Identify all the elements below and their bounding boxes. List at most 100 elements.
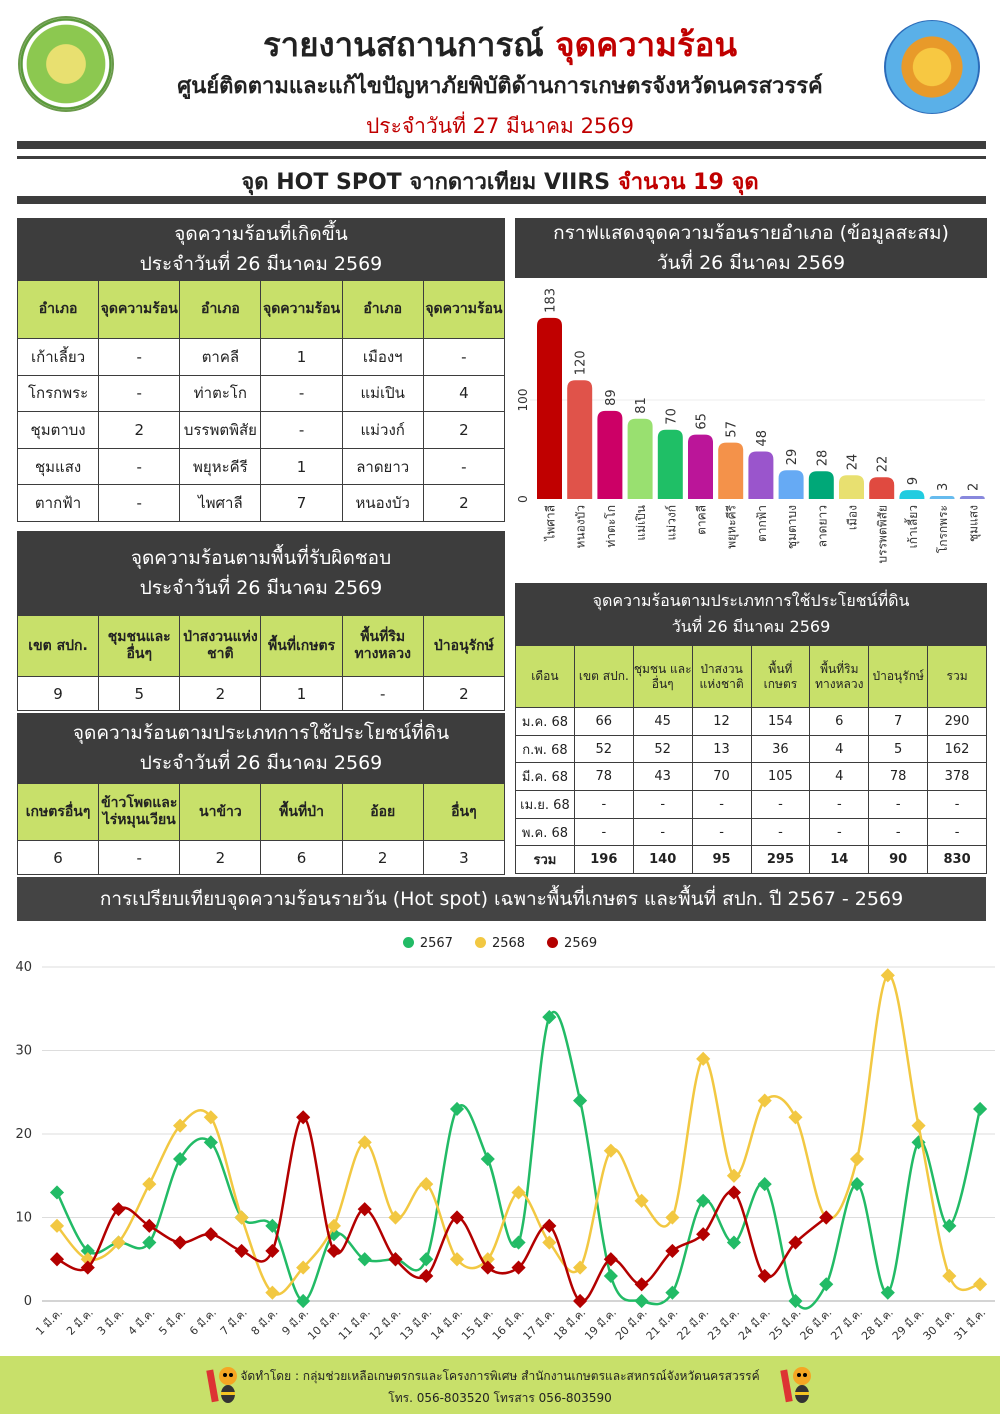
bar bbox=[718, 442, 744, 499]
table-cell: โกรกพระ bbox=[16, 374, 100, 413]
table-cell: 2 bbox=[422, 411, 506, 449]
column-header: ข้าวโพดและไร่หมุนเวียน bbox=[98, 783, 181, 841]
x-tick-label: 11 มี.ค. bbox=[336, 1306, 373, 1343]
table-cell: 78 bbox=[573, 762, 634, 792]
table-cell: ชุมตาบง bbox=[16, 411, 100, 449]
table-cell: 140 bbox=[632, 845, 693, 875]
table4-date: วันที่ 26 มีนาคม 2569 bbox=[671, 617, 831, 636]
legend-item[interactable]: 2568 bbox=[474, 936, 526, 951]
table-row: ชุมตาบง 2 บรรพตพิสัย - แม่วงก์ 2 bbox=[16, 411, 506, 449]
table-cell: พยุหะคีรี bbox=[179, 447, 262, 486]
legend-item[interactable]: 2567 bbox=[402, 936, 453, 951]
table-row: โกรกพระ - ท่าตะโก - แม่เปิน 4 bbox=[16, 374, 506, 413]
column-header: ชุมชนและอื่นๆ bbox=[98, 615, 181, 677]
column-header: ป่าสงวน แห่งชาติ bbox=[691, 645, 752, 708]
table-cell: 830 bbox=[927, 845, 987, 875]
table-cell: 7 bbox=[868, 707, 929, 736]
table-cell: 5 bbox=[98, 676, 181, 711]
divider bbox=[17, 156, 986, 159]
line-chart-legend: 2567 2568 2569 bbox=[0, 936, 1000, 951]
bar-chart-date: วันที่ 26 มีนาคม 2569 bbox=[656, 252, 846, 274]
hotspot-count: จำนวน 19 จุด bbox=[617, 170, 759, 195]
column-header: พื้นที่ริมทางหลวง bbox=[341, 615, 424, 677]
data-point bbox=[142, 1177, 157, 1192]
y-tick-label: 100 bbox=[516, 389, 530, 412]
header-row: เดือน เขต สปก. ชุมชน และ อื่นๆ ป่าสงวน แห่ง… bbox=[515, 645, 987, 708]
x-tick-label: แม่เปิน bbox=[634, 505, 648, 541]
table2-header: จุดความร้อนตามพื้นที่รับผิดชอบ ประจำวันที… bbox=[17, 531, 505, 615]
x-tick-label: 28 มี.ค. bbox=[859, 1306, 896, 1343]
data-point bbox=[726, 1168, 742, 1183]
table-cell: 66 bbox=[573, 707, 634, 736]
table-cell: 4 bbox=[422, 374, 506, 413]
column-header: เขต สปก. bbox=[16, 615, 100, 677]
table-cell: เม.ย. 68 bbox=[515, 790, 575, 819]
legend-label: 2568 bbox=[491, 936, 526, 951]
data-point bbox=[573, 1260, 588, 1275]
district-hotspot-table: อำเภอ จุดความร้อน อำเภอ จุดความร้อน อำเภอ จุด… bbox=[16, 280, 506, 522]
x-tick-label: 7 มี.ค. bbox=[218, 1306, 250, 1338]
legend-swatch-icon bbox=[402, 937, 414, 948]
table-cell: 52 bbox=[632, 734, 693, 764]
data-label: 29 bbox=[785, 449, 800, 466]
table-cell: 295 bbox=[750, 845, 811, 875]
table-row: มี.ค. 68 78 43 70 105 4 78 378 bbox=[515, 762, 987, 792]
table-cell: 1 bbox=[260, 338, 343, 376]
table-cell: - bbox=[98, 447, 181, 486]
table-cell: 52 bbox=[573, 734, 634, 764]
table-cell: 95 bbox=[691, 845, 752, 875]
x-tick-label: 24 มี.ค. bbox=[736, 1306, 773, 1343]
data-point bbox=[480, 1260, 495, 1275]
column-header: พื้นที่ริม ทางหลวง bbox=[809, 645, 870, 708]
data-point bbox=[757, 1177, 772, 1192]
column-header: รวม bbox=[927, 645, 987, 708]
header-row: เขต สปก. ชุมชนและอื่นๆ ป่าสงวนแห่งชาติ พื้น… bbox=[16, 615, 506, 677]
data-point bbox=[49, 1252, 65, 1267]
data-point bbox=[449, 1210, 465, 1225]
x-tick-label: ท่าตะโก bbox=[604, 505, 618, 548]
column-header: อำเภอ bbox=[16, 280, 100, 339]
series-line-2568 bbox=[56, 974, 981, 1296]
title-main: รายงานสถานการณ์ bbox=[262, 25, 544, 64]
data-point bbox=[419, 1252, 434, 1267]
data-point bbox=[542, 1218, 557, 1233]
table-row: เก้าเลี้ยว - ตาคลี 1 เมืองฯ - bbox=[16, 338, 506, 376]
table-cell: - bbox=[98, 374, 181, 413]
data-point bbox=[788, 1293, 803, 1309]
table-cell: 3 bbox=[422, 840, 506, 875]
bar-chart-title: กราฟแสดงจุดความร้อนรายอำเภอ (ข้อมูลสะสม) bbox=[553, 222, 949, 244]
series-line-2567 bbox=[55, 1010, 982, 1310]
data-label: 2 bbox=[966, 483, 981, 491]
column-header: นาข้าว bbox=[179, 783, 262, 841]
x-tick-label: 13 มี.ค. bbox=[398, 1306, 435, 1343]
table-cell: 2 bbox=[98, 411, 181, 449]
table-cell: 78 bbox=[868, 762, 929, 792]
x-tick-label: 18 มี.ค. bbox=[551, 1306, 588, 1343]
table-cell: 6 bbox=[16, 840, 100, 875]
data-point bbox=[973, 1101, 988, 1117]
table-cell: - bbox=[573, 790, 634, 819]
column-header: จุดความร้อน bbox=[260, 280, 343, 339]
bar bbox=[748, 451, 774, 499]
table-row: รวม 196 140 95 295 14 90 830 bbox=[515, 845, 987, 875]
data-point bbox=[696, 1193, 711, 1208]
data-point bbox=[265, 1218, 280, 1233]
table-cell: - bbox=[632, 790, 693, 819]
table3-header: จุดความร้อนตามประเภทการใช้ประโยชน์ที่ดิน… bbox=[17, 713, 505, 783]
header-row: อำเภอ จุดความร้อน อำเภอ จุดความร้อน อำเภอ จุด… bbox=[16, 280, 506, 339]
legend-item[interactable]: 2569 bbox=[547, 936, 597, 951]
x-tick-label: 4 มี.ค. bbox=[126, 1306, 158, 1338]
data-point bbox=[480, 1151, 495, 1167]
table-cell: - bbox=[750, 817, 811, 847]
data-point bbox=[173, 1151, 188, 1167]
table-cell: เก้าเลี้ยว bbox=[16, 338, 100, 376]
column-header: พื้นที่ป่า bbox=[260, 783, 343, 841]
table-cell: 2 bbox=[422, 484, 506, 522]
x-tick-label: เก้าเลี้ยว bbox=[904, 505, 920, 548]
data-label: 65 bbox=[695, 413, 710, 430]
table-cell: 154 bbox=[750, 707, 811, 736]
data-point bbox=[326, 1218, 342, 1233]
table-cell: 4 bbox=[809, 734, 870, 764]
bar bbox=[567, 380, 593, 499]
daily-hotspot-line-chart: 0 10 20 30 40 1 มี.ค.2 มี.ค.3 มี.ค.4 มี.ค.5 ม… bbox=[15, 960, 995, 1343]
